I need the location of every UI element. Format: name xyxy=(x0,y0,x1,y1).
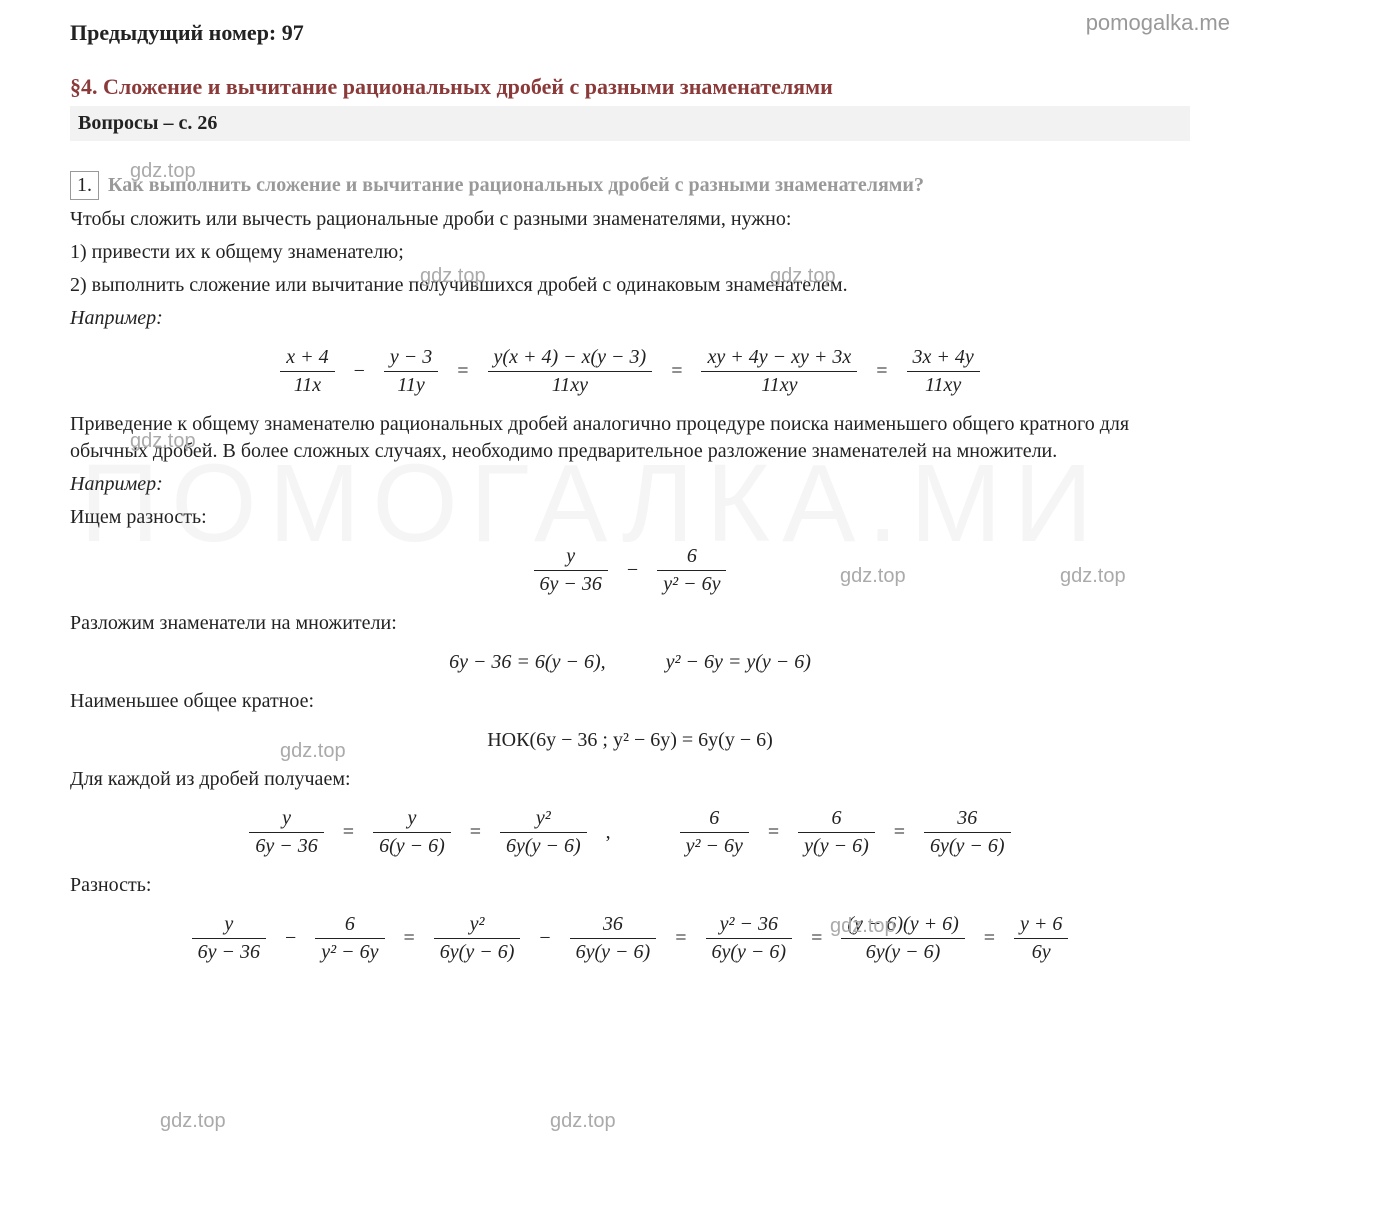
eq5-b-num: y xyxy=(373,807,451,832)
eq6-d-num: 36 xyxy=(570,913,657,938)
question-title: Как выполнить сложение и вычитание рацио… xyxy=(108,174,924,196)
eq6-b-num: 6 xyxy=(315,913,384,938)
equation-4: НОК(6y − 36 ; y² − 6y) = 6y(y − 6) xyxy=(70,729,1190,752)
eq3-right: y² − 6y = y(y − 6) xyxy=(666,651,811,674)
factor-label: Разложим знаменатели на множители: xyxy=(70,610,1190,637)
section-title: §4. Сложение и вычитание рациональных др… xyxy=(70,74,1190,100)
eq2-f2-num: 6 xyxy=(657,545,726,570)
eq1-f2-den: 11y xyxy=(384,371,438,397)
eq6-e-den: 6y(y − 6) xyxy=(706,938,793,964)
equation-2: y6y − 36 − 6y² − 6y xyxy=(70,545,1190,596)
eq1-f4-num: xy + 4y − xy + 3x xyxy=(701,346,857,371)
eq6-c-den: 6y(y − 6) xyxy=(434,938,521,964)
eq5-f-num: 36 xyxy=(924,807,1011,832)
question-1-header: 1. Как выполнить сложение и вычитание ра… xyxy=(70,171,1190,200)
equation-1: x + 411x − y − 311y = y(x + 4) − x(y − 3… xyxy=(70,346,1190,397)
gdz-watermark: gdz.top xyxy=(160,1110,226,1133)
eq5-a-num: y xyxy=(249,807,323,832)
each-frac-label: Для каждой из дробей получаем: xyxy=(70,766,1190,793)
eq5-a-den: 6y − 36 xyxy=(249,832,323,858)
paragraph-2: Приведение к общему знаменателю рационал… xyxy=(70,411,1190,465)
equation-6: y6y − 36 − 6y² − 6y = y²6y(y − 6) − 366y… xyxy=(70,913,1190,964)
lcm-label: Наименьшее общее кратное: xyxy=(70,688,1190,715)
eq6-d-den: 6y(y − 6) xyxy=(570,938,657,964)
eq5-d-den: y² − 6y xyxy=(680,832,749,858)
eq5-d-num: 6 xyxy=(680,807,749,832)
equation-3: 6y − 36 = 6(y − 6), y² − 6y = y(y − 6) xyxy=(70,651,1190,674)
gdz-watermark: gdz.top xyxy=(550,1110,616,1133)
eq6-f-den: 6y(y − 6) xyxy=(841,938,964,964)
previous-number: Предыдущий номер: 97 xyxy=(70,20,1190,46)
eq1-f1-den: 11x xyxy=(280,371,334,397)
step-1: 1) привести их к общему знаменателю; xyxy=(70,239,1190,266)
eq5-e-den: y(y − 6) xyxy=(798,832,875,858)
eq2-f1-den: 6y − 36 xyxy=(534,570,608,596)
eq5-c-num: y² xyxy=(500,807,587,832)
questions-bar: Вопросы – с. 26 xyxy=(70,106,1190,141)
prev-label: Предыдущий номер: xyxy=(70,20,276,45)
equation-5: y6y − 36 = y6(y − 6) = y²6y(y − 6) , 6y²… xyxy=(70,807,1190,858)
eq6-a-num: y xyxy=(192,913,266,938)
find-diff-label: Ищем разность: xyxy=(70,504,1190,531)
intro-text: Чтобы сложить или вычесть рациональные д… xyxy=(70,206,1190,233)
eq1-f2-num: y − 3 xyxy=(384,346,438,371)
eq1-f1-num: x + 4 xyxy=(280,346,334,371)
eq6-b-den: y² − 6y xyxy=(315,938,384,964)
eq1-f4-den: 11xy xyxy=(701,371,857,397)
eq1-f3-den: 11xy xyxy=(488,371,653,397)
example-label-2: Например: xyxy=(70,471,1190,498)
eq6-c-num: y² xyxy=(434,913,521,938)
question-number-box: 1. xyxy=(70,171,99,200)
example-label-1: Например: xyxy=(70,305,1190,332)
eq1-f3-num: y(x + 4) − x(y − 3) xyxy=(488,346,653,371)
eq5-e-num: 6 xyxy=(798,807,875,832)
eq5-b-den: 6(y − 6) xyxy=(373,832,451,858)
eq6-e-num: y² − 36 xyxy=(706,913,793,938)
eq4-text: НОК(6y − 36 ; y² − 6y) = 6y(y − 6) xyxy=(487,729,773,752)
eq3-left: 6y − 36 = 6(y − 6), xyxy=(449,651,606,674)
eq5-c-den: 6y(y − 6) xyxy=(500,832,587,858)
diff-label: Разность: xyxy=(70,872,1190,899)
eq6-g-den: 6y xyxy=(1014,938,1068,964)
eq6-f-num: (y − 6)(y + 6) xyxy=(841,913,964,938)
prev-value: 97 xyxy=(282,20,304,45)
eq2-f2-den: y² − 6y xyxy=(657,570,726,596)
eq6-a-den: 6y − 36 xyxy=(192,938,266,964)
eq1-f5-den: 11xy xyxy=(907,371,980,397)
site-watermark: pomogalka.me xyxy=(1086,10,1230,36)
eq5-f-den: 6y(y − 6) xyxy=(924,832,1011,858)
eq6-g-num: y + 6 xyxy=(1014,913,1068,938)
step-2: 2) выполнить сложение или вычитание полу… xyxy=(70,272,1190,299)
eq2-f1-num: y xyxy=(534,545,608,570)
eq1-f5-num: 3x + 4y xyxy=(907,346,980,371)
